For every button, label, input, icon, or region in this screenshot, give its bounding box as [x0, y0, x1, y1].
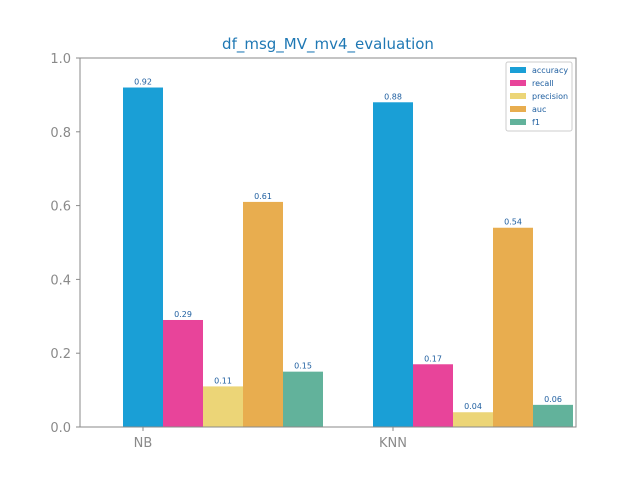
legend-swatch-precision: [510, 93, 526, 99]
legend-swatch-auc: [510, 106, 526, 112]
bar-value-label: 0.15: [294, 362, 312, 371]
bar-precision-nb: [203, 386, 243, 427]
x-tick-label: KNN: [379, 436, 407, 451]
bar-value-label: 0.61: [254, 192, 272, 201]
legend-swatch-f1: [510, 119, 526, 125]
bar-value-label: 0.92: [134, 78, 152, 87]
bars-layer: [123, 87, 573, 428]
bar-recall-knn: [413, 364, 453, 427]
bar-auc-nb: [243, 201, 283, 427]
y-tick-label: 0.0: [50, 421, 71, 436]
chart-title: df_msg_MV_mv4_evaluation: [222, 35, 434, 54]
y-tick-label: 0.6: [50, 200, 71, 215]
bar-value-label: 0.11: [214, 376, 232, 385]
bar-value-label: 0.17: [424, 354, 442, 363]
legend-label-precision: precision: [532, 92, 568, 101]
bar-value-label: 0.88: [384, 92, 402, 101]
y-tick-label: 0.4: [50, 273, 71, 288]
bar-f1-knn: [533, 404, 573, 427]
bar-value-label: 0.54: [504, 218, 522, 227]
legend-label-accuracy: accuracy: [532, 66, 568, 75]
bar-accuracy-knn: [373, 102, 413, 427]
y-tick-label: 0.8: [50, 126, 71, 141]
x-axis: NB KNN: [134, 427, 407, 451]
bar-labels-layer: 0.92 0.29 0.11 0.61 0.15 0.88 0.17 0.04 0.54 0.06: [134, 78, 562, 412]
plot-frame: [79, 57, 577, 428]
y-axis: 0.0 0.2 0.4 0.6 0.8 1.0: [50, 52, 80, 436]
bar-value-label: 0.06: [544, 395, 562, 404]
legend-label-recall: recall: [532, 79, 554, 88]
bar-auc-knn: [493, 227, 533, 427]
bar-value-label: 0.04: [464, 402, 482, 411]
legend-label-f1: f1: [532, 118, 540, 127]
bar-f1-nb: [283, 371, 323, 427]
legend-box: [505, 61, 573, 132]
y-tick-label: 1.0: [50, 52, 71, 67]
y-tick-label: 0.2: [50, 347, 71, 362]
legend: accuracy recall precision auc f1: [505, 61, 573, 132]
legend-swatch-recall: [510, 80, 526, 86]
x-tick-label: NB: [134, 436, 153, 451]
legend-swatch-accuracy: [510, 67, 526, 73]
bar-recall-nb: [163, 319, 203, 427]
bar-accuracy-nb: [123, 87, 163, 428]
bar-value-label: 0.29: [174, 310, 192, 319]
legend-label-auc: auc: [532, 105, 546, 114]
bar-precision-knn: [453, 412, 493, 427]
